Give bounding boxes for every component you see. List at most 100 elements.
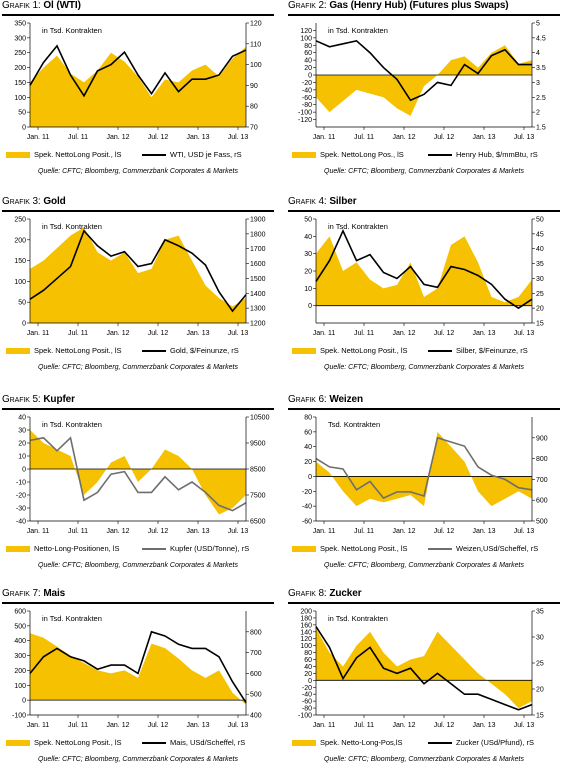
title-rule <box>2 14 274 16</box>
legend-line-label: Zucker (USd/Pfund), rS <box>456 738 534 747</box>
left-tick-label: 400 <box>14 638 26 645</box>
chart-title: Grafik 5: Kupfer <box>2 394 75 405</box>
left-tick-label: 20 <box>304 269 312 276</box>
right-tick-label: 1400 <box>250 291 266 298</box>
legend-area-label: Netto-Long-Positionen, lS <box>34 544 120 553</box>
legend-line-swatch <box>142 154 166 156</box>
x-tick-label: Jul. 13 <box>228 330 249 337</box>
legend-line-label: Silber, $/Feinunze, rS <box>456 346 528 355</box>
chart-legend: Spek. NettoLong Posit., lS WTI, USD je Fa… <box>2 150 274 162</box>
left-tick-label: 100 <box>14 279 26 286</box>
left-tick-label: -60 <box>302 699 312 706</box>
chart-svg: 0 10 20 30 40 50 15 20 25 30 35 40 45 50 Jan. 11 Jul. 1… <box>304 217 544 338</box>
chart-source: Quelle: CFTC; Bloomberg, Commerzbank Cor… <box>324 168 524 175</box>
chart-title: Grafik 6: Weizen <box>288 394 363 405</box>
right-tick-label: 1900 <box>250 217 266 224</box>
chart-number-label: Grafik 4: <box>288 196 327 207</box>
chart-title-text: Silber <box>329 196 357 207</box>
x-tick-label: Jan. 13 <box>187 134 210 141</box>
left-tick-label: 60 <box>304 50 312 57</box>
left-tick-label: 60 <box>304 429 312 436</box>
left-tick-label: -40 <box>16 519 26 526</box>
right-tick-label: 110 <box>250 41 261 48</box>
left-tick-label: 350 <box>14 21 26 28</box>
legend-area-swatch <box>292 740 316 746</box>
right-tick-label: 500 <box>250 692 262 699</box>
legend-line-swatch <box>142 548 166 550</box>
left-tick-label: -40 <box>302 504 312 511</box>
right-tick-label: 15 <box>536 321 544 328</box>
x-tick-label: Jan. 12 <box>393 722 416 729</box>
x-tick-label: Jan. 13 <box>473 722 496 729</box>
chart-title: Grafik 3: Gold <box>2 196 66 207</box>
chart-title: Grafik 2: Gas (Henry Hub) (Futures plus … <box>288 0 509 11</box>
x-tick-label: Jan. 11 <box>27 722 50 729</box>
right-tick-label: 1500 <box>250 276 266 283</box>
left-tick-label: 120 <box>300 636 312 643</box>
legend-line-label: Henry Hub, $/mmBtu, rS <box>456 150 538 159</box>
chart-number-label: Grafik 5: <box>2 394 41 405</box>
x-tick-label: Jan. 12 <box>107 722 130 729</box>
legend-area-swatch <box>6 546 30 552</box>
right-tick-label: 20 <box>536 306 544 313</box>
left-tick-label: -20 <box>302 489 312 496</box>
x-tick-label: Jul. 11 <box>68 722 88 729</box>
unit-note: in Tsd. Kontrakten <box>42 614 102 623</box>
left-tick-label: 80 <box>304 415 312 422</box>
left-tick-label: 0 <box>308 303 312 310</box>
right-tick-label: 25 <box>536 661 544 668</box>
left-tick-label: 500 <box>14 623 26 630</box>
right-tick-label: 6500 <box>250 519 266 526</box>
unit-note: in Tsd. Kontrakten <box>328 614 388 623</box>
legend-area-label: Spek. NettoLong Posit., lS <box>34 150 122 159</box>
right-tick-label: 1300 <box>250 306 266 313</box>
right-tick-label: 4 <box>536 50 540 57</box>
right-tick-label: 100 <box>250 62 262 69</box>
x-tick-label: Jan. 13 <box>187 528 210 535</box>
chart-source: Quelle: CFTC; Bloomberg, Commerzbank Cor… <box>38 756 238 763</box>
x-tick-label: Jul. 11 <box>68 134 88 141</box>
chart-svg: -100 0 100 200 300 400 500 600 400 500 600 700 800 Ja… <box>12 609 262 730</box>
x-tick-label: Jan. 12 <box>107 528 130 535</box>
left-tick-label: -40 <box>302 692 312 699</box>
right-tick-label: 35 <box>536 609 544 616</box>
right-tick-label: 2.5 <box>536 95 546 102</box>
right-tick-label: 700 <box>250 650 262 657</box>
chart-number-label: Grafik 6: <box>288 394 327 405</box>
legend-line-swatch <box>428 742 452 744</box>
left-tick-label: -120 <box>298 117 312 124</box>
right-tick-label: 80 <box>250 104 258 111</box>
right-tick-label: 70 <box>250 125 258 132</box>
legend-line-swatch <box>428 350 452 352</box>
x-tick-label: Jul. 12 <box>434 134 455 141</box>
right-tick-label: 40 <box>536 246 544 253</box>
x-tick-label: Jan. 13 <box>187 722 210 729</box>
left-tick-label: 50 <box>18 300 26 307</box>
chart-number-label: Grafik 1: <box>2 0 41 11</box>
title-rule <box>2 408 274 410</box>
left-tick-label: 150 <box>14 80 26 87</box>
left-tick-label: 300 <box>14 35 26 42</box>
left-tick-label: 60 <box>304 657 312 664</box>
left-tick-label: 20 <box>304 671 312 678</box>
net-long-area <box>316 628 532 709</box>
right-tick-label: 1200 <box>250 321 266 328</box>
left-tick-label: -60 <box>302 95 312 102</box>
left-tick-label: 100 <box>300 35 312 42</box>
title-rule <box>288 14 560 16</box>
x-tick-label: Jul. 13 <box>514 134 535 141</box>
legend-area-label: Spek. NettoLong Posit., lS <box>34 738 122 747</box>
legend-line-label: Mais, USd/Scheffel, rS <box>170 738 246 747</box>
chart-title-text: Zucker <box>329 588 362 599</box>
right-tick-label: 7500 <box>250 493 266 500</box>
chart-legend: Spek. NettoLong Posit., lS Weizen,USd/Sch… <box>288 544 560 556</box>
net-long-area <box>316 45 532 116</box>
net-long-area <box>30 633 246 705</box>
left-tick-label: 100 <box>300 643 312 650</box>
legend-area-swatch <box>6 740 30 746</box>
title-rule <box>2 602 274 604</box>
right-tick-label: 35 <box>536 261 544 268</box>
x-tick-label: Jul. 12 <box>148 528 169 535</box>
chart-svg: -100-80-60-40-20020406080100120140160180… <box>298 609 544 730</box>
left-tick-label: -30 <box>16 506 26 513</box>
